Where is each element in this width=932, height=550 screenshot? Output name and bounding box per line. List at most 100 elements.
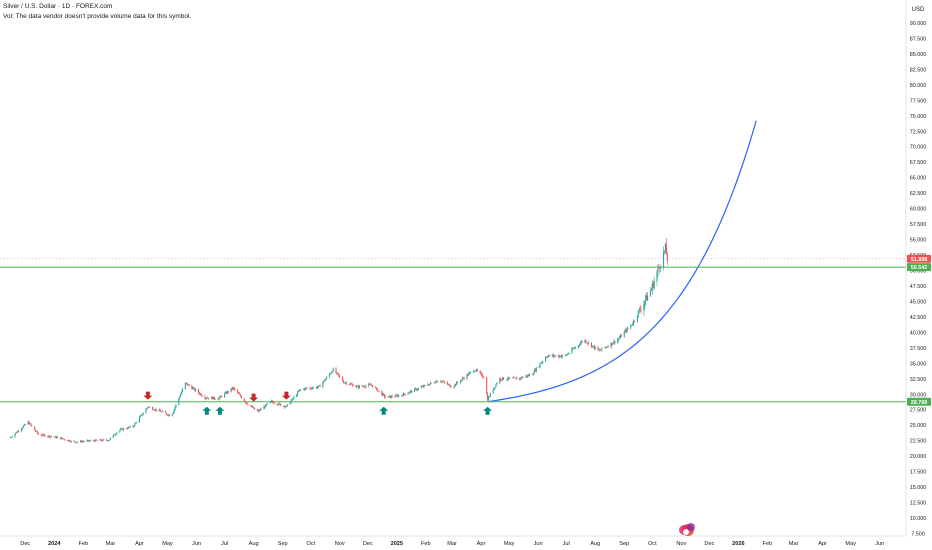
- candle: [303, 388, 305, 391]
- candle-body: [74, 441, 76, 443]
- x-tick-label: Feb: [421, 541, 431, 547]
- down-arrow-marker: [281, 391, 291, 400]
- candle: [607, 345, 609, 348]
- candle-body: [586, 342, 588, 344]
- horizontal-lines-layer: [0, 258, 906, 403]
- candle: [632, 322, 634, 326]
- candle: [546, 355, 549, 359]
- candle-body: [243, 398, 245, 402]
- candle: [119, 429, 121, 434]
- candle: [83, 440, 85, 443]
- x-tick-label: Apr: [477, 541, 486, 547]
- candle-body: [231, 388, 233, 390]
- candle-body: [454, 384, 456, 387]
- candle-body: [82, 441, 84, 442]
- candle-body: [575, 346, 577, 349]
- y-tick-label: 22.500: [910, 439, 927, 445]
- candle: [47, 435, 49, 438]
- candle: [526, 375, 528, 379]
- candle-body: [489, 393, 491, 397]
- candle: [430, 382, 432, 384]
- candle: [276, 403, 278, 406]
- candle: [292, 397, 294, 400]
- candle: [424, 384, 426, 387]
- candle: [508, 377, 510, 380]
- candle: [479, 370, 481, 374]
- candle-body: [285, 405, 287, 407]
- candle: [554, 355, 556, 358]
- candle: [397, 394, 399, 398]
- candle-body: [68, 440, 70, 442]
- candle: [210, 395, 213, 399]
- candle-body: [280, 403, 282, 406]
- candle: [577, 345, 579, 349]
- candle: [283, 405, 285, 407]
- candle-body: [178, 398, 180, 405]
- candle-body: [132, 426, 134, 427]
- candle: [349, 382, 351, 385]
- candle: [277, 404, 279, 406]
- candle-body: [224, 392, 227, 394]
- candle: [336, 371, 338, 375]
- candle: [149, 406, 151, 408]
- candle: [132, 425, 134, 428]
- candle-body: [473, 371, 475, 373]
- candle: [208, 397, 210, 400]
- candle-body: [495, 383, 497, 387]
- candle-body: [442, 381, 444, 383]
- candle: [630, 323, 632, 330]
- candle: [398, 394, 400, 398]
- candle-body: [363, 386, 365, 387]
- candle-body: [356, 385, 358, 387]
- price-axis[interactable]: USD 7.500 10.000 12.500 15.000 17.500 20.000 22…: [910, 7, 927, 538]
- candle: [495, 383, 497, 388]
- candle: [69, 440, 71, 443]
- candle: [394, 395, 396, 399]
- candle-body: [247, 404, 249, 406]
- candle-body: [579, 343, 581, 346]
- candle-body: [636, 316, 638, 321]
- candle: [548, 354, 550, 357]
- candle-body: [606, 346, 608, 348]
- candle-body: [86, 440, 88, 442]
- candle-body: [56, 437, 58, 438]
- candle: [531, 373, 534, 376]
- candle: [152, 408, 155, 411]
- candle: [54, 436, 56, 438]
- candle-body: [657, 267, 659, 272]
- candle: [66, 439, 68, 441]
- candle-body: [265, 404, 267, 408]
- y-tick-label: 75.000: [910, 114, 927, 120]
- candle: [624, 328, 626, 333]
- candle: [429, 383, 431, 386]
- candle-body: [417, 388, 419, 390]
- time-axis[interactable]: Dec 2024 Feb Mar Apr May Jun Jul Aug Sep Oct Nov Dec…: [20, 541, 884, 547]
- candle-body: [286, 404, 288, 406]
- candle-body: [551, 354, 553, 357]
- candle-body: [83, 441, 85, 443]
- candle: [403, 393, 405, 396]
- candle: [179, 395, 181, 400]
- candle-body: [11, 436, 13, 438]
- candle-body: [328, 374, 330, 377]
- candle-body: [318, 385, 320, 387]
- candle: [269, 401, 272, 404]
- candle: [350, 382, 352, 385]
- candle-body: [552, 354, 554, 357]
- candle: [332, 367, 334, 373]
- candle-body: [637, 310, 639, 317]
- candle-body: [546, 356, 549, 358]
- candle: [257, 409, 259, 413]
- candle: [93, 439, 95, 442]
- candle: [162, 410, 164, 412]
- candle: [566, 353, 568, 356]
- candle: [601, 347, 603, 352]
- candle-body: [155, 409, 157, 411]
- candle-body: [322, 382, 324, 388]
- candle-body: [100, 439, 102, 441]
- candle-body: [560, 355, 562, 358]
- candle: [155, 409, 157, 412]
- candle-body: [515, 377, 517, 379]
- candle-body: [447, 384, 449, 385]
